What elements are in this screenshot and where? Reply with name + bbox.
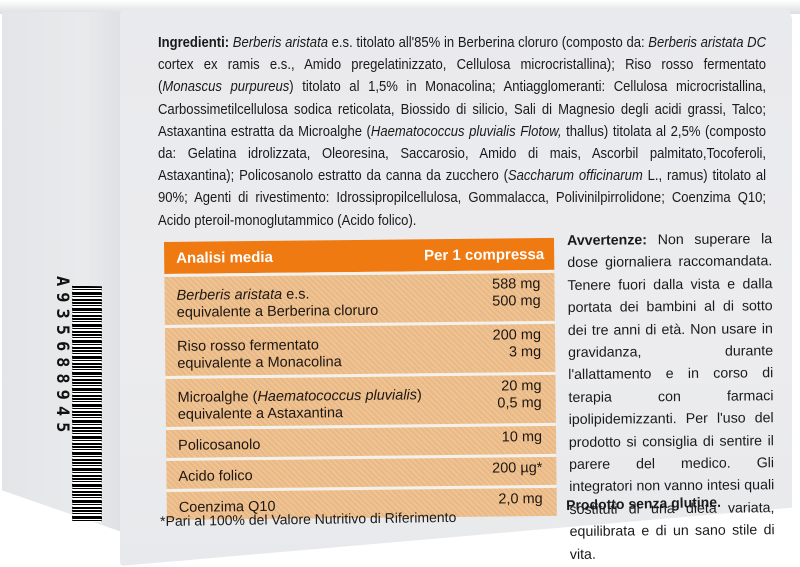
ingredients-heading: Ingredienti: [158, 34, 230, 51]
table-header-label: Analisi media [176, 248, 273, 267]
ingredients-segment: cortex ex ramis e.s., Amido pregelatiniz… [158, 56, 767, 96]
row-label-rest: ) [416, 387, 422, 404]
row-value: 588 mg [492, 276, 541, 293]
row-value: 10 mg [501, 429, 543, 446]
gluten-free-notice: Prodotto senza glutine. [566, 493, 722, 513]
row-value: 500 mg [492, 293, 541, 310]
ingredients-segment: thallus) titolata al 2,5% (composto da: … [158, 122, 767, 185]
ingredients-segment: Monascus purpureus [162, 78, 290, 96]
row-label: Acido folico [178, 468, 253, 485]
table-row: Riso rosso fermentato equivalente a Mona… [164, 320, 556, 376]
ingredients-segment: ) titolato al 1,5% in Monacolina; Antiag… [158, 78, 767, 140]
ingredients-text: Ingredienti: Berberis aristata e.s. tito… [158, 32, 766, 232]
row-label-italic: Berberis aristata [176, 286, 283, 304]
pharma-code-number: A935688945 [52, 276, 72, 439]
row-value: 200 µg* [492, 460, 543, 477]
row-label-rest: e.s. [282, 286, 310, 303]
ingredients-segment: Berberis aristata [232, 34, 328, 51]
table-row: Berberis aristata e.s. equivalente a Ber… [164, 269, 555, 325]
table-header-value: Per 1 compressa [423, 245, 545, 264]
ingredients-segment: Berberis aristata DC [648, 34, 767, 51]
ingredients-segment: Haematococcus pluvialis Flotow, [370, 122, 562, 140]
row-value: 0,5 mg [497, 395, 542, 412]
row-value: 2,0 mg [498, 491, 543, 508]
box-side-panel [2, 12, 122, 532]
row-label-line1: Riso rosso fermentato [177, 337, 320, 355]
row-label: Policosanolo [178, 437, 261, 454]
ingredients-segment: L., ramus) titolato al 90%; Agenti di ri… [158, 167, 767, 229]
table-row: Policosanolo 10 mg [165, 422, 557, 458]
warnings-text: Avvertenze: Non superare la dose giornal… [567, 228, 775, 566]
warnings-body: Non superare la dose giornaliera raccoma… [567, 231, 775, 563]
warnings-heading: Avvertenze: [567, 232, 648, 249]
row-value: 200 mg [492, 327, 542, 344]
row-label-pre: Microalghe ( [177, 389, 258, 406]
table-row: Acido folico 200 µg* [166, 453, 557, 489]
row-label-line2: equivalente a Monacolina [177, 354, 342, 372]
row-value: 20 mg [501, 378, 542, 395]
ingredients-segment: Saccharum officinarum [507, 167, 643, 185]
row-label-line2: equivalente a Berberina cloruro [176, 302, 379, 321]
row-label-italic: Haematococcus pluvialis [257, 387, 418, 406]
nutrition-analysis-table: Analisi media Per 1 compressa Berberis a… [164, 237, 557, 520]
row-label-line1: Berberis aristata e.s. [176, 286, 378, 305]
table-header: Analisi media Per 1 compressa [164, 237, 555, 274]
row-label-line2: equivalente a Astaxantina [177, 405, 344, 423]
barcode [72, 285, 102, 523]
row-value: 3 mg [508, 344, 542, 361]
ingredients-segment: e.s. titolato all'85% in Berberina cloru… [327, 34, 649, 51]
table-row: Microalghe (Haematococcus pluvialis) equ… [165, 371, 556, 427]
